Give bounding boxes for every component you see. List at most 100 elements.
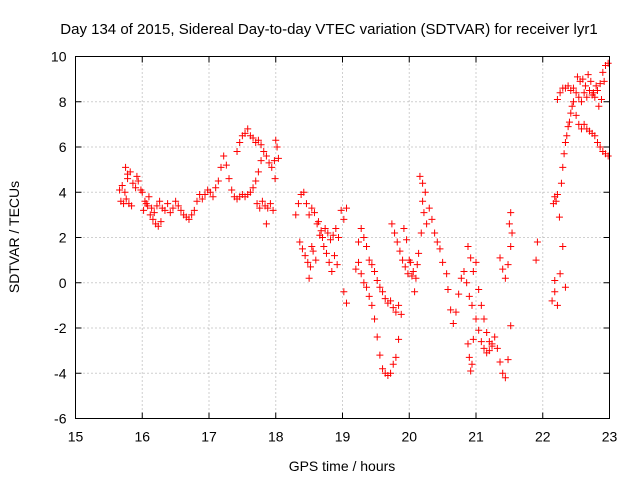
data-point xyxy=(343,299,351,307)
data-point xyxy=(129,179,137,187)
data-point xyxy=(425,204,433,212)
data-point xyxy=(477,301,485,309)
data-point xyxy=(393,238,401,246)
data-point xyxy=(411,288,419,296)
data-point xyxy=(357,270,365,278)
data-point xyxy=(412,274,420,282)
data-point xyxy=(559,163,567,171)
data-point xyxy=(317,227,325,235)
data-point xyxy=(551,288,559,296)
data-point xyxy=(268,163,276,171)
data-point xyxy=(600,77,608,85)
data-point xyxy=(447,306,455,314)
data-point xyxy=(559,243,567,251)
data-point xyxy=(507,322,515,330)
y-tick-label: -4 xyxy=(54,365,67,381)
data-point xyxy=(236,138,244,146)
data-point xyxy=(206,188,214,196)
data-point xyxy=(581,82,589,90)
data-point xyxy=(416,172,424,180)
data-point xyxy=(465,353,473,361)
data-point xyxy=(507,209,515,217)
data-point xyxy=(493,344,501,352)
data-point xyxy=(273,143,281,151)
data-point xyxy=(396,247,404,255)
data-point xyxy=(209,193,217,201)
data-point xyxy=(376,351,384,359)
data-point xyxy=(468,360,476,368)
data-point xyxy=(270,157,278,165)
data-point xyxy=(457,274,465,282)
data-point xyxy=(468,301,476,309)
data-point xyxy=(373,333,381,341)
data-point xyxy=(254,168,262,176)
data-point xyxy=(154,222,162,230)
data-point xyxy=(469,335,477,343)
x-tick-label: 22 xyxy=(535,429,551,445)
data-point xyxy=(321,224,329,232)
data-point xyxy=(212,184,220,192)
data-point xyxy=(241,129,249,137)
data-point xyxy=(233,148,241,156)
data-point xyxy=(464,243,472,251)
data-point xyxy=(589,89,597,97)
y-tick-label: 2 xyxy=(59,230,67,246)
data-point xyxy=(465,292,473,300)
data-point xyxy=(553,95,561,103)
data-point xyxy=(593,86,601,94)
data-point xyxy=(405,256,413,264)
data-point xyxy=(491,333,499,341)
data-point xyxy=(452,308,460,316)
data-point xyxy=(340,288,348,296)
chart-grid xyxy=(75,56,610,419)
data-point xyxy=(298,245,306,253)
data-point xyxy=(305,211,313,219)
data-point xyxy=(262,152,270,160)
data-point xyxy=(333,261,341,269)
data-point xyxy=(595,102,603,110)
data-point xyxy=(214,177,222,185)
x-tick-label: 18 xyxy=(268,429,284,445)
x-tick-label: 15 xyxy=(68,429,84,445)
data-point xyxy=(507,243,515,251)
data-point xyxy=(469,267,477,275)
data-point xyxy=(572,111,580,119)
data-point xyxy=(483,329,491,337)
data-point xyxy=(567,109,575,117)
data-point xyxy=(134,177,142,185)
data-point xyxy=(420,209,428,217)
data-point xyxy=(292,211,300,219)
data-point xyxy=(355,258,363,266)
data-point xyxy=(569,98,577,106)
data-point xyxy=(436,245,444,253)
data-point xyxy=(328,267,336,275)
data-point xyxy=(314,218,322,226)
data-point xyxy=(343,204,351,212)
data-point xyxy=(561,138,569,146)
data-point xyxy=(444,286,452,294)
data-point xyxy=(132,184,140,192)
data-point xyxy=(433,238,441,246)
data-point xyxy=(419,197,427,205)
data-point xyxy=(118,181,126,189)
data-point xyxy=(467,254,475,262)
data-point xyxy=(413,261,421,269)
y-tick-label: 6 xyxy=(59,139,67,155)
data-point xyxy=(577,98,585,106)
data-point xyxy=(533,238,541,246)
data-point xyxy=(169,204,177,212)
data-point xyxy=(415,249,423,257)
data-point xyxy=(376,283,384,291)
data-point xyxy=(379,365,387,373)
data-point xyxy=(596,80,604,88)
data-point xyxy=(505,220,513,228)
data-point xyxy=(156,197,164,205)
data-point xyxy=(499,265,507,273)
data-point xyxy=(532,256,540,264)
data-point xyxy=(324,229,332,237)
data-point xyxy=(592,82,600,90)
data-point xyxy=(308,204,316,212)
data-point xyxy=(389,304,397,312)
data-point xyxy=(174,202,182,210)
data-point xyxy=(463,279,471,287)
